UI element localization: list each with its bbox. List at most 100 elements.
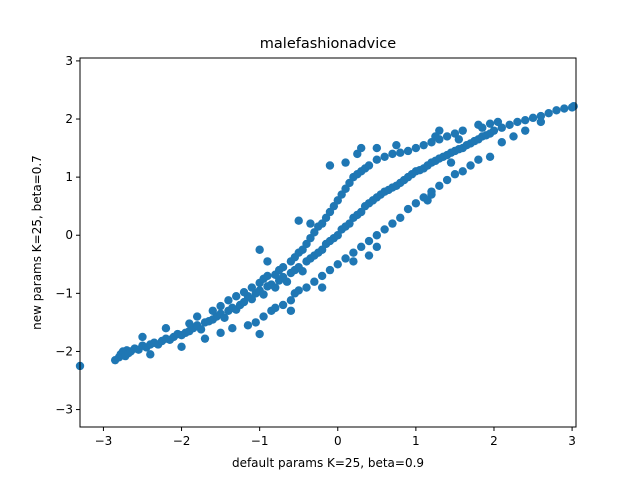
data-point <box>349 257 358 266</box>
data-point <box>521 126 530 135</box>
data-point <box>200 334 210 343</box>
data-point <box>388 219 397 228</box>
x-tick-label: −1 <box>251 434 269 448</box>
data-point <box>196 325 206 334</box>
data-point <box>247 283 257 292</box>
data-point <box>216 301 225 311</box>
data-point <box>364 251 374 260</box>
data-point <box>536 117 546 127</box>
data-point <box>509 132 518 141</box>
data-point <box>372 155 382 164</box>
data-point <box>232 292 241 301</box>
data-point <box>333 260 342 269</box>
data-point <box>528 113 538 123</box>
data-point <box>224 296 233 305</box>
y-tick-label: −3 <box>55 403 73 417</box>
data-point <box>341 254 350 263</box>
data-point <box>317 283 327 292</box>
x-tick-label: 2 <box>490 434 498 448</box>
data-point <box>317 271 327 281</box>
x-axis-label: default params K=25, beta=0.9 <box>232 456 424 470</box>
data-point <box>521 115 530 125</box>
data-point <box>392 140 401 150</box>
data-point <box>341 158 350 167</box>
x-tick-label: 0 <box>334 434 342 448</box>
data-point <box>423 196 432 205</box>
data-point <box>364 161 374 170</box>
data-point <box>208 306 217 315</box>
data-point <box>294 216 303 225</box>
data-point <box>388 149 397 159</box>
data-point <box>536 111 546 121</box>
data-point <box>216 328 225 338</box>
data-point <box>474 155 483 164</box>
data-point <box>263 257 272 266</box>
data-point <box>298 267 307 276</box>
chart-title: malefashionadvice <box>260 36 396 52</box>
y-axis: −3 −2 −1 0 1 2 3 <box>55 54 80 417</box>
data-point <box>411 199 421 208</box>
data-point <box>286 306 296 315</box>
data-point <box>396 213 405 222</box>
y-tick-label: 0 <box>65 228 73 242</box>
data-point <box>310 277 319 286</box>
data-point <box>446 158 456 167</box>
data-point <box>435 126 444 135</box>
data-point <box>497 138 506 147</box>
data-point <box>278 263 288 272</box>
data-point <box>357 143 366 153</box>
data-point <box>493 117 503 127</box>
data-point <box>560 104 569 113</box>
data-point <box>442 132 452 141</box>
data-point <box>489 126 499 135</box>
data-point <box>185 319 194 328</box>
data-point <box>544 109 553 118</box>
data-point <box>239 287 249 297</box>
x-tick-label: −3 <box>95 434 113 448</box>
data-point <box>278 300 288 310</box>
data-point <box>403 146 413 156</box>
data-point <box>380 152 389 161</box>
data-point <box>259 290 268 299</box>
data-point <box>286 296 296 305</box>
data-point <box>513 117 522 127</box>
data-point <box>569 102 578 111</box>
data-point <box>325 265 335 275</box>
plot-frame <box>79 57 577 428</box>
y-axis-label: new params K=25, beta=0.7 <box>30 155 44 330</box>
data-point <box>505 120 514 130</box>
data-point <box>294 286 303 295</box>
data-point <box>450 170 460 179</box>
data-point <box>419 140 428 150</box>
data-point <box>380 225 389 234</box>
y-tick-label: 3 <box>65 54 73 68</box>
data-point <box>485 152 495 161</box>
data-point <box>458 126 467 135</box>
data-point <box>306 219 315 228</box>
data-point <box>259 312 268 321</box>
y-tick-label: −2 <box>55 344 73 358</box>
data-point <box>192 312 202 321</box>
data-point <box>454 135 464 144</box>
data-point <box>478 123 487 132</box>
data-point <box>263 271 272 281</box>
data-point <box>228 324 237 333</box>
data-point <box>435 181 444 191</box>
x-tick-label: −2 <box>173 434 191 448</box>
data-point <box>485 119 495 128</box>
data-point <box>552 106 561 115</box>
data-point <box>251 318 260 327</box>
data-point <box>177 342 186 352</box>
data-point <box>364 236 374 246</box>
data-point <box>442 175 452 185</box>
data-point <box>349 248 358 257</box>
data-point <box>271 283 280 292</box>
data-point <box>357 242 366 252</box>
data-point <box>161 324 171 333</box>
data-point <box>372 231 382 240</box>
data-point <box>466 161 475 170</box>
x-axis: −3 −2 −1 0 1 2 3 <box>95 427 576 448</box>
points-layer <box>75 102 578 371</box>
